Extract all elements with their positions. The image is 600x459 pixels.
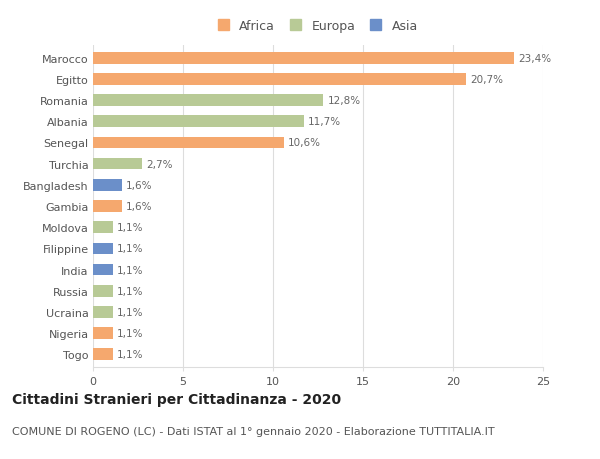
Text: 1,1%: 1,1%	[118, 328, 144, 338]
Bar	[93, 95, 323, 106]
Text: 1,1%: 1,1%	[118, 265, 144, 275]
Text: COMUNE DI ROGENO (LC) - Dati ISTAT al 1° gennaio 2020 - Elaborazione TUTTITALIA.: COMUNE DI ROGENO (LC) - Dati ISTAT al 1°…	[12, 426, 494, 436]
Text: 1,1%: 1,1%	[118, 307, 144, 317]
Bar	[93, 349, 113, 360]
Text: 1,1%: 1,1%	[118, 349, 144, 359]
Bar	[93, 243, 113, 255]
Bar	[93, 116, 304, 128]
Bar	[93, 285, 113, 297]
Bar	[93, 222, 113, 234]
Text: 1,1%: 1,1%	[118, 223, 144, 233]
Text: Cittadini Stranieri per Cittadinanza - 2020: Cittadini Stranieri per Cittadinanza - 2…	[12, 392, 341, 406]
Text: 12,8%: 12,8%	[328, 96, 361, 106]
Bar	[93, 137, 284, 149]
Bar	[93, 158, 142, 170]
Bar	[93, 179, 122, 191]
Text: 1,6%: 1,6%	[127, 180, 153, 190]
Text: 1,1%: 1,1%	[118, 286, 144, 296]
Text: 1,6%: 1,6%	[127, 202, 153, 212]
Bar	[93, 74, 466, 85]
Text: 2,7%: 2,7%	[146, 159, 173, 169]
Text: 1,1%: 1,1%	[118, 244, 144, 254]
Text: 23,4%: 23,4%	[519, 54, 552, 64]
Bar	[93, 307, 113, 318]
Text: 11,7%: 11,7%	[308, 117, 341, 127]
Bar	[93, 201, 122, 213]
Text: 20,7%: 20,7%	[470, 75, 503, 85]
Bar	[93, 264, 113, 276]
Bar	[93, 328, 113, 339]
Bar	[93, 53, 514, 64]
Legend: Africa, Europa, Asia: Africa, Europa, Asia	[214, 16, 422, 36]
Text: 10,6%: 10,6%	[288, 138, 322, 148]
